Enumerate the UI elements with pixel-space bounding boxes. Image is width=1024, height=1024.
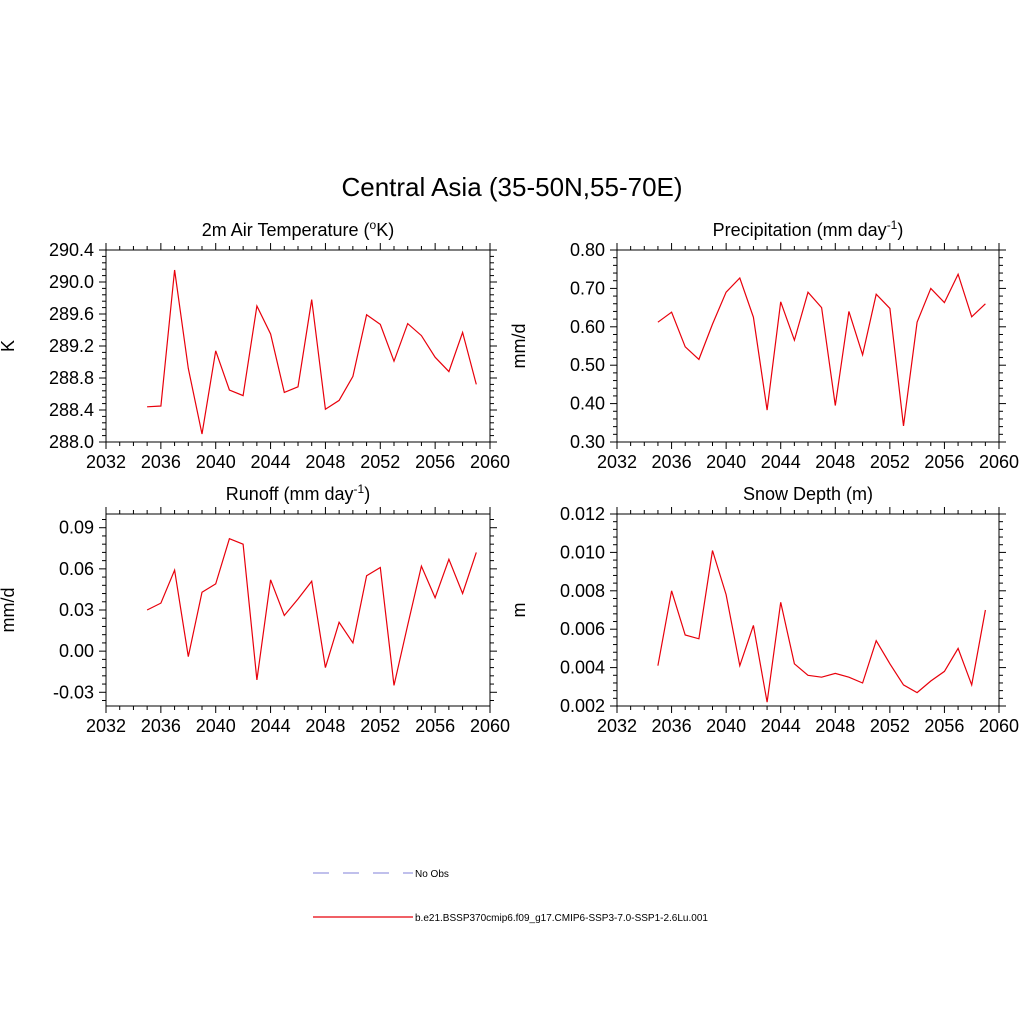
- y-tick-label-precipitation: 0.60: [570, 317, 605, 337]
- y-tick-label-air-temperature: 289.6: [49, 304, 94, 324]
- plot-frame-air-temperature: [105, 249, 491, 443]
- x-tick-label-runoff: 2044: [251, 716, 291, 736]
- y-axis-label-air-temperature: K: [0, 340, 18, 352]
- y-tick-label-snow-depth: 0.004: [560, 658, 605, 678]
- y-tick-label-snow-depth: 0.006: [560, 619, 605, 639]
- panel-snow-depth: Snow Depth (m) m 2032 2036 2040 2044 2048 2052 2…: [509, 484, 1019, 736]
- y-tick-label-air-temperature: 288.4: [49, 400, 94, 420]
- y-tick-label-runoff: 0.00: [59, 641, 94, 661]
- panel-precipitation: Precipitation (mm day-1) mm/d 2032 2036 2040…: [509, 218, 1019, 472]
- x-tick-label-precipitation: 2060: [979, 452, 1019, 472]
- y-tick-label-air-temperature: 290.4: [49, 240, 94, 260]
- x-tick-label-runoff: 2032: [86, 716, 126, 736]
- x-tick-label-precipitation: 2056: [924, 452, 964, 472]
- panel-air-temperature: 2m Air Temperature (oK) K 2032 2036 2040 2044…: [0, 218, 510, 472]
- x-tick-label-air-temperature: 2056: [415, 452, 455, 472]
- x-tick-label-precipitation: 2036: [652, 452, 692, 472]
- x-tick-label-runoff: 2036: [141, 716, 181, 736]
- y-tick-label-runoff: 0.06: [59, 559, 94, 579]
- plot-frame-runoff: [105, 513, 491, 707]
- y-tick-label-runoff: -0.03: [53, 682, 94, 702]
- x-tick-label-runoff: 2056: [415, 716, 455, 736]
- x-tick-label-air-temperature: 2060: [470, 452, 510, 472]
- y-tick-label-air-temperature: 288.8: [49, 368, 94, 388]
- panel-title-sup-precipitation: -1: [887, 218, 898, 232]
- y-tick-label-snow-depth: 0.010: [560, 542, 605, 562]
- x-tick-label-snow-depth: 2036: [652, 716, 692, 736]
- y-tick-label-snow-depth: 0.012: [560, 504, 605, 524]
- y-tick-label-precipitation: 0.80: [570, 240, 605, 260]
- y-tick-label-air-temperature: 288.0: [49, 432, 94, 452]
- x-tick-label-snow-depth: 2032: [597, 716, 637, 736]
- y-axis-label-snow-depth: m: [509, 603, 529, 618]
- x-tick-label-snow-depth: 2044: [761, 716, 801, 736]
- x-tick-label-snow-depth: 2060: [979, 716, 1019, 736]
- y-axis-label-precipitation: mm/d: [509, 324, 529, 369]
- panel-title-sup-runoff: -1: [354, 482, 365, 496]
- x-tick-label-runoff: 2052: [360, 716, 400, 736]
- plot-frame-precipitation: [616, 249, 1000, 443]
- panel-title-precipitation: Precipitation (mm day-1): [713, 218, 904, 240]
- x-tick-label-air-temperature: 2040: [196, 452, 236, 472]
- x-tick-label-air-temperature: 2036: [141, 452, 181, 472]
- x-tick-label-runoff: 2040: [196, 716, 236, 736]
- y-tick-label-air-temperature: 289.2: [49, 336, 94, 356]
- x-tick-label-precipitation: 2052: [870, 452, 910, 472]
- legend-label-no-obs: No Obs: [415, 869, 449, 880]
- panels-group: 2m Air Temperature (oK) K 2032 2036 2040 2044…: [0, 218, 1019, 736]
- y-tick-label-precipitation: 0.70: [570, 278, 605, 298]
- legend: No Obs b.e21.BSSP370cmip6.f09_g17.CMIP6-…: [313, 869, 708, 924]
- panel-title-main-runoff: Runoff (mm day: [226, 484, 354, 504]
- x-tick-label-air-temperature: 2052: [360, 452, 400, 472]
- x-tick-label-runoff: 2048: [305, 716, 345, 736]
- x-tick-label-air-temperature: 2044: [251, 452, 291, 472]
- x-tick-label-snow-depth: 2040: [706, 716, 746, 736]
- panel-title-end-air-temperature: K): [376, 220, 394, 240]
- x-tick-label-precipitation: 2040: [706, 452, 746, 472]
- series-line-snow-depth: [657, 550, 986, 703]
- panel-title-main-snow-depth: Snow Depth (m): [743, 484, 873, 504]
- panel-title-snow-depth: Snow Depth (m): [743, 484, 873, 504]
- panel-title-air-temperature: 2m Air Temperature (oK): [202, 218, 394, 240]
- plot-frame-snow-depth: [616, 513, 1000, 707]
- x-tick-label-runoff: 2060: [470, 716, 510, 736]
- y-tick-label-air-temperature: 290.0: [49, 272, 94, 292]
- figure-title: Central Asia (35-50N,55-70E): [341, 172, 682, 202]
- y-tick-label-precipitation: 0.30: [570, 432, 605, 452]
- panel-title-end-runoff: ): [364, 484, 370, 504]
- x-tick-label-precipitation: 2048: [815, 452, 855, 472]
- x-tick-label-snow-depth: 2056: [924, 716, 964, 736]
- y-tick-label-snow-depth: 0.002: [560, 696, 605, 716]
- x-tick-label-precipitation: 2044: [761, 452, 801, 472]
- panel-title-runoff: Runoff (mm day-1): [226, 482, 370, 504]
- legend-label-model: b.e21.BSSP370cmip6.f09_g17.CMIP6-SSP3-7.…: [415, 913, 708, 924]
- y-axis-label-runoff: mm/d: [0, 588, 18, 633]
- series-line-runoff: [146, 537, 477, 686]
- y-tick-label-precipitation: 0.50: [570, 355, 605, 375]
- series-line-precipitation: [657, 272, 986, 426]
- panel-title-main-precipitation: Precipitation (mm day: [713, 220, 887, 240]
- y-tick-label-runoff: 0.03: [59, 600, 94, 620]
- y-tick-label-snow-depth: 0.008: [560, 581, 605, 601]
- x-tick-label-snow-depth: 2048: [815, 716, 855, 736]
- y-tick-label-runoff: 0.09: [59, 518, 94, 538]
- x-tick-label-air-temperature: 2032: [86, 452, 126, 472]
- panel-title-end-precipitation: ): [897, 220, 903, 240]
- x-tick-label-air-temperature: 2048: [305, 452, 345, 472]
- x-tick-label-precipitation: 2032: [597, 452, 637, 472]
- x-tick-label-snow-depth: 2052: [870, 716, 910, 736]
- panel-title-main-air-temperature: 2m Air Temperature (: [202, 220, 370, 240]
- panel-title-sup-air-temperature: o: [370, 218, 377, 232]
- y-tick-label-precipitation: 0.40: [570, 394, 605, 414]
- series-line-air-temperature: [147, 269, 477, 435]
- panel-runoff: Runoff (mm day-1) mm/d 2032 2036 2040 2044 204…: [0, 482, 510, 736]
